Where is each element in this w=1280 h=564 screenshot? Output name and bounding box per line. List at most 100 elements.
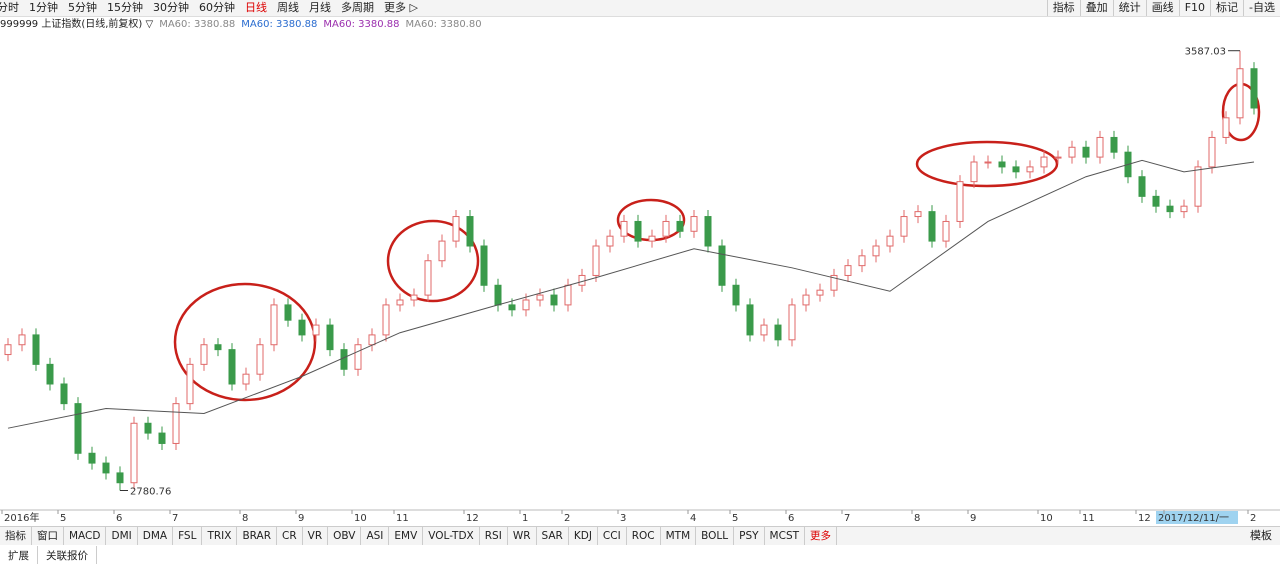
candle-body bbox=[662, 220, 670, 237]
candle-body bbox=[438, 240, 446, 262]
candle-body bbox=[88, 452, 96, 464]
footer-tab[interactable]: 关联报价 bbox=[38, 546, 97, 564]
candle-body bbox=[452, 216, 460, 242]
candle-body bbox=[1082, 146, 1090, 158]
candle-body bbox=[914, 211, 922, 218]
candle-body bbox=[1026, 166, 1034, 173]
indicator-tab[interactable]: ASI bbox=[361, 527, 390, 545]
candle-body bbox=[578, 274, 586, 286]
indicator-tab[interactable]: CCI bbox=[598, 527, 627, 545]
tool-button[interactable]: 画线 bbox=[1145, 0, 1179, 16]
candle-body bbox=[60, 383, 68, 405]
chart: 2016年 5 6 7 8 9 10 11 12 1 2 3 4 5 6 7 8 9 10 11 12 2017/12/1… bbox=[0, 47, 1280, 524]
x-tick-label: 7 bbox=[172, 513, 178, 524]
candle-body bbox=[998, 161, 1006, 168]
candle-body bbox=[102, 462, 110, 474]
tool-button[interactable]: -自选 bbox=[1243, 0, 1280, 16]
tool-button[interactable]: 统计 bbox=[1112, 0, 1146, 16]
indicator-tab[interactable]: OBV bbox=[328, 527, 362, 545]
period-button[interactable]: 60分钟 bbox=[199, 1, 235, 14]
period-button[interactable]: 日线 bbox=[245, 1, 267, 14]
x-tick-label: 5 bbox=[732, 513, 738, 524]
candle-body bbox=[298, 319, 306, 336]
candle-body bbox=[480, 245, 488, 286]
indicator-tab[interactable]: FSL bbox=[173, 527, 203, 545]
x-tick-label: 4 bbox=[690, 513, 696, 524]
candle-body bbox=[242, 373, 250, 385]
candle-body bbox=[1152, 195, 1160, 207]
candle-body bbox=[200, 344, 208, 365]
tool-button[interactable]: 叠加 bbox=[1079, 0, 1113, 16]
x-tick-label: 1 bbox=[522, 513, 528, 524]
candle-body bbox=[900, 216, 908, 237]
indicator-tab[interactable]: KDJ bbox=[569, 527, 598, 545]
indicator-tab[interactable]: SAR bbox=[537, 527, 569, 545]
template[interactable]: 模板 bbox=[1250, 529, 1272, 542]
candle-body bbox=[942, 220, 950, 242]
ma-value: MA60: 3380.88 bbox=[323, 19, 400, 30]
indicator-tab[interactable]: TRIX bbox=[202, 527, 238, 545]
candle-body bbox=[256, 344, 264, 375]
indicator-tab[interactable]: BRAR bbox=[237, 527, 277, 545]
candle-body bbox=[746, 304, 754, 336]
indicator-tab[interactable]: CR bbox=[277, 527, 303, 545]
circle bbox=[616, 198, 686, 242]
period-button[interactable]: 5分钟 bbox=[68, 1, 97, 14]
indicator-tab[interactable]: ROC bbox=[627, 527, 661, 545]
period-button[interactable]: 周线 bbox=[277, 1, 299, 14]
tool-button[interactable]: 标记 bbox=[1210, 0, 1243, 16]
x-tick-label: 7 bbox=[844, 513, 850, 524]
candle-body bbox=[354, 344, 362, 370]
indicator-tab[interactable]: VOL-TDX bbox=[423, 527, 480, 545]
candle-body bbox=[1250, 68, 1258, 109]
header-title: 999999 上证指数(日线,前复权) ▽ bbox=[0, 19, 154, 30]
footer-tab[interactable]: 扩展 bbox=[0, 546, 38, 564]
candle-body bbox=[1068, 146, 1076, 158]
candle-body bbox=[158, 432, 166, 444]
indicator-tab[interactable]: 指标 bbox=[0, 527, 32, 545]
candle-body bbox=[1110, 136, 1118, 153]
indicator-tab[interactable]: RSI bbox=[480, 527, 508, 545]
indicator-tab[interactable]: PSY bbox=[734, 527, 765, 545]
x-tick-label: 2 bbox=[564, 513, 570, 524]
ma-value: MA60: 3380.88 bbox=[159, 19, 236, 30]
candle-body bbox=[116, 472, 124, 484]
period-button[interactable]: 分时 bbox=[0, 1, 19, 14]
candle-body bbox=[634, 220, 642, 242]
period-button[interactable]: 1分钟 bbox=[29, 1, 58, 14]
candle-body bbox=[410, 294, 418, 301]
indicator-tab[interactable]: WR bbox=[508, 527, 537, 545]
indicator-tab[interactable]: DMA bbox=[138, 527, 174, 545]
candle-body bbox=[1096, 136, 1104, 158]
candle-body bbox=[32, 334, 40, 365]
indicator-tab[interactable]: MCST bbox=[765, 527, 806, 545]
candle-body bbox=[648, 235, 656, 242]
period-button[interactable]: 多周期 bbox=[341, 1, 374, 14]
indicator-tab[interactable]: MTM bbox=[661, 527, 697, 545]
candle-body bbox=[592, 245, 600, 276]
x-tick-label: 11 bbox=[396, 513, 409, 524]
period-button[interactable]: 月线 bbox=[309, 1, 331, 14]
x-tick-label: 12 bbox=[1138, 513, 1151, 524]
indicator-tab[interactable]: MACD bbox=[64, 527, 107, 545]
x-tick-label: 2017/12/11/一 bbox=[1158, 513, 1229, 524]
indicator-tab[interactable]: BOLL bbox=[696, 527, 735, 545]
candle-body bbox=[1180, 205, 1188, 213]
indicator-tab[interactable]: 更多 bbox=[805, 527, 838, 545]
x-tick-label: 9 bbox=[298, 513, 304, 524]
candle-body bbox=[46, 363, 54, 385]
indicator-tab[interactable]: DMI bbox=[106, 527, 138, 545]
period-button[interactable]: 30分钟 bbox=[153, 1, 189, 14]
tool-button[interactable]: F10 bbox=[1178, 0, 1210, 16]
tool-button[interactable]: 指标 bbox=[1046, 0, 1080, 16]
candle-body bbox=[130, 422, 138, 484]
candle-body bbox=[396, 299, 404, 306]
x-tick-label: 2 bbox=[1250, 513, 1256, 524]
indicator-tab[interactable]: 窗口 bbox=[32, 527, 64, 545]
period-button[interactable]: 15分钟 bbox=[107, 1, 143, 14]
candle-body bbox=[368, 334, 376, 346]
indicator-tab[interactable]: VR bbox=[303, 527, 329, 545]
candle-body bbox=[172, 403, 180, 444]
indicator-tab[interactable]: EMV bbox=[389, 527, 424, 545]
period-button[interactable]: 更多 ▷ bbox=[384, 1, 418, 14]
